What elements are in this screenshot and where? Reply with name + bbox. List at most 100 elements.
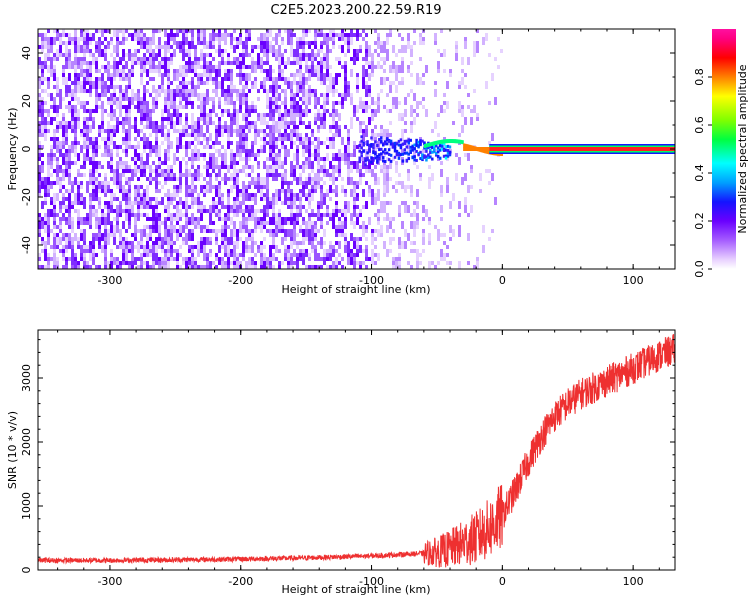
spectrogram-noise-cell bbox=[218, 257, 221, 265]
spectrogram-noise-cell bbox=[245, 185, 248, 189]
spectrogram-noise-cell bbox=[266, 97, 269, 105]
spectrogram-noise-cell bbox=[224, 129, 227, 133]
spectrogram-noise-cell bbox=[116, 145, 119, 149]
spectrogram-noise-cell bbox=[299, 229, 302, 233]
spectrogram-noise-cell bbox=[272, 193, 275, 197]
spectrogram-noise-cell bbox=[137, 61, 140, 65]
spectrogram-noise-cell bbox=[383, 41, 386, 45]
spectrogram-noise-cell bbox=[53, 145, 56, 149]
spectrogram-noise-cell bbox=[38, 217, 41, 221]
spectrogram-noise-cell bbox=[278, 45, 281, 53]
spectrogram-noise-cell bbox=[302, 149, 305, 157]
spectrogram-noise-cell bbox=[278, 57, 281, 65]
spectrogram-noise-cell bbox=[227, 197, 230, 205]
spectrogram-noise-cell bbox=[119, 205, 122, 213]
x-tick-label: 0 bbox=[499, 274, 506, 287]
spectrogram-noise-cell bbox=[284, 105, 287, 109]
spectrogram-noise-cell bbox=[128, 77, 131, 85]
spectrogram-noise-cell bbox=[296, 217, 299, 221]
spectrogram-noise-cell bbox=[305, 65, 308, 73]
spectrogram-noise-cell bbox=[116, 209, 119, 213]
spectrogram-noise-cell bbox=[410, 89, 413, 93]
spectrogram-noise-cell bbox=[59, 49, 62, 53]
spectrogram-noise-cell bbox=[185, 33, 188, 37]
spectrogram-noise-cell bbox=[179, 189, 182, 193]
spectrogram-noise-cell bbox=[140, 65, 143, 69]
spectrogram-noise-cell bbox=[128, 53, 131, 61]
spectrogram-noise-cell bbox=[413, 229, 416, 237]
spectrogram-noise-cell bbox=[173, 161, 176, 165]
spectrogram-noise-cell bbox=[248, 185, 251, 189]
spectrogram-noise-cell bbox=[245, 161, 248, 165]
spectrogram-noise-cell bbox=[416, 213, 419, 221]
spectrogram-noise-cell bbox=[38, 265, 41, 269]
spectrogram-noise-cell bbox=[353, 141, 356, 145]
spectrogram-noise-cell bbox=[164, 261, 167, 265]
spectrogram-noise-cell bbox=[164, 137, 167, 141]
spectrogram-noise-cell bbox=[242, 225, 245, 229]
spectrogram-noise-cell bbox=[416, 77, 419, 81]
spectrogram-noise-cell bbox=[80, 129, 83, 133]
spectrogram-noise-cell bbox=[242, 137, 245, 141]
spectrogram-signal-cell bbox=[374, 150, 377, 154]
spectrogram-noise-cell bbox=[134, 149, 137, 153]
spectrogram-noise-cell bbox=[152, 129, 155, 133]
spectrogram-noise-cell bbox=[269, 197, 272, 201]
spectrogram-noise-cell bbox=[278, 173, 281, 177]
spectrogram-noise-cell bbox=[68, 169, 71, 173]
spectrogram-noise-cell bbox=[89, 197, 92, 201]
spectrogram-noise-cell bbox=[251, 81, 254, 85]
spectrogram-noise-cell bbox=[152, 229, 155, 233]
spectrogram-noise-cell bbox=[350, 237, 353, 241]
spectrogram-noise-cell bbox=[467, 153, 470, 161]
spectrogram-noise-cell bbox=[446, 81, 449, 89]
spectrogram-noise-cell bbox=[308, 189, 311, 193]
spectrogram-noise-cell bbox=[80, 45, 83, 53]
spectrogram-noise-cell bbox=[164, 133, 167, 137]
spectrogram-noise-cell bbox=[143, 149, 146, 153]
spectrogram-noise-cell bbox=[146, 125, 149, 129]
spectrogram-noise-cell bbox=[116, 213, 119, 217]
spectrogram-noise-cell bbox=[443, 137, 446, 141]
spectrogram-noise-cell bbox=[296, 181, 299, 185]
spectrogram-noise-cell bbox=[41, 145, 44, 149]
spectrogram-noise-cell bbox=[146, 57, 149, 61]
spectrogram-noise-cell bbox=[98, 205, 101, 209]
spectrogram-noise-cell bbox=[131, 253, 134, 261]
spectrogram-noise-cell bbox=[362, 37, 365, 41]
spectrogram-noise-cell bbox=[359, 225, 362, 229]
spectrogram-noise-cell bbox=[341, 177, 344, 181]
spectrogram-noise-cell bbox=[404, 121, 407, 125]
spectrogram-noise-cell bbox=[125, 253, 128, 261]
spectrogram-noise-cell bbox=[284, 49, 287, 53]
spectrogram-signal-cell bbox=[409, 145, 412, 149]
spectrogram-noise-cell bbox=[239, 237, 242, 241]
spectrogram-noise-cell bbox=[167, 105, 170, 109]
spectrogram-noise-cell bbox=[71, 141, 74, 145]
spectrogram-noise-cell bbox=[191, 125, 194, 133]
spectrogram-noise-cell bbox=[74, 149, 77, 157]
spectrogram-noise-cell bbox=[152, 241, 155, 245]
spectrogram-noise-cell bbox=[272, 129, 275, 133]
spectrogram-noise-cell bbox=[272, 37, 275, 41]
spectrogram-noise-cell bbox=[101, 117, 104, 121]
spectrogram-noise-cell bbox=[203, 37, 206, 45]
spectrogram-noise-cell bbox=[140, 121, 143, 125]
spectrogram-noise-cell bbox=[185, 37, 188, 45]
spectrogram-noise-cell bbox=[143, 125, 146, 129]
spectrogram-noise-cell bbox=[53, 193, 56, 197]
spectrogram-noise-cell bbox=[173, 249, 176, 253]
spectrogram-noise-cell bbox=[419, 57, 422, 61]
spectrogram-noise-cell bbox=[59, 237, 62, 245]
spectrogram-noise-cell bbox=[113, 225, 116, 233]
spectrogram-noise-cell bbox=[107, 261, 110, 269]
spectrogram-noise-cell bbox=[398, 241, 401, 245]
spectrogram-noise-cell bbox=[167, 129, 170, 133]
spectrogram-noise-cell bbox=[113, 209, 116, 213]
spectrogram-noise-cell bbox=[158, 73, 161, 77]
spectrogram-noise-cell bbox=[140, 257, 143, 261]
spectrogram-noise-cell bbox=[152, 169, 155, 173]
spectrogram-noise-cell bbox=[296, 109, 299, 113]
spectrogram-noise-cell bbox=[386, 189, 389, 193]
spectrogram-noise-cell bbox=[98, 93, 101, 97]
